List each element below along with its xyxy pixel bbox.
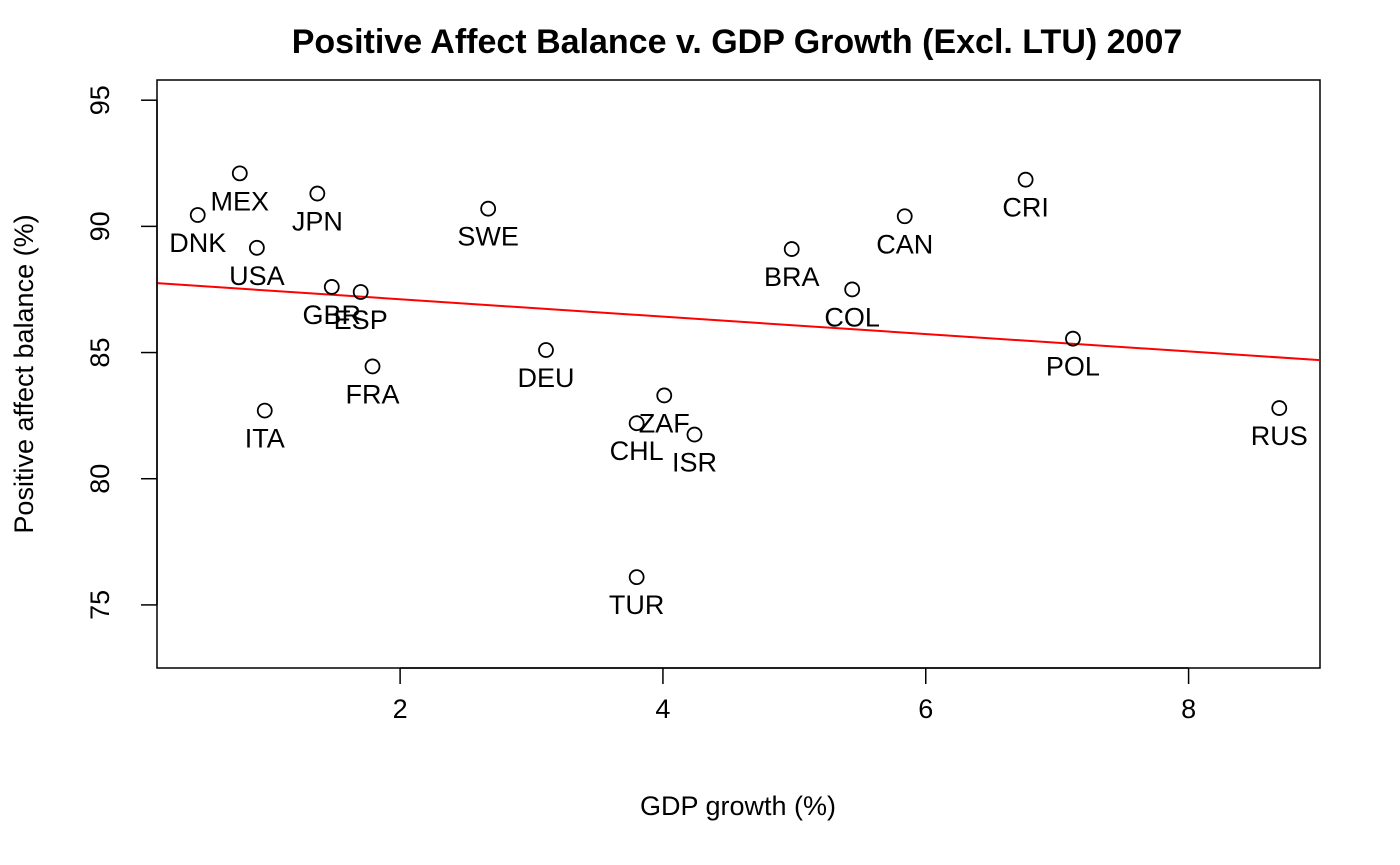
y-tick-label: 85 [85,338,115,368]
point-label: POL [1046,352,1100,382]
data-point [844,281,861,298]
point-label: JPN [292,207,343,237]
point-label: DEU [517,363,574,393]
data-point [628,569,645,586]
point-label: TUR [609,590,665,620]
point-label: SWE [457,222,519,252]
point-label: BRA [764,262,820,292]
point-label: ESP [334,305,388,335]
point-label: USA [229,261,285,291]
x-tick-label: 8 [1181,694,1196,724]
point-label: DNK [169,228,226,258]
point-label: GBR [303,300,362,330]
point-label: CAN [876,229,933,259]
y-tick-label: 75 [85,590,115,620]
data-point [189,207,206,223]
data-point [480,200,497,217]
data-point [323,279,340,295]
data-point [248,239,265,256]
data-point [1017,171,1034,188]
y-axis-label: Positive affect balance (%) [9,214,39,533]
point-label: FRA [346,379,400,409]
y-tick-label: 95 [85,85,115,115]
axes-layer: 2 4 6 8 75 80 85 90 95 [85,85,1196,724]
data-point [256,402,273,419]
data-point [656,387,673,404]
data-point [783,241,800,257]
y-tick-label: 90 [85,211,115,241]
data-point [231,165,248,182]
y-tick-label: 80 [85,464,115,494]
x-tick-label: 4 [655,694,670,724]
trend-line [156,282,1321,362]
x-tick-label: 2 [393,694,408,724]
trend-line-layer [156,282,1321,362]
data-point [1065,330,1081,347]
point-label: MEX [211,186,270,216]
data-point [364,358,381,375]
point-label: ZAF [639,408,690,438]
data-point [896,208,913,225]
x-tick-label: 6 [918,694,933,724]
data-point [628,415,645,432]
chart-title: Positive Affect Balance v. GDP Growth (E… [292,23,1183,61]
data-point [686,426,703,443]
point-label: CHL [610,436,664,466]
point-label: RUS [1251,421,1308,451]
data-point [352,284,369,300]
plot-frame [156,79,1321,669]
data-point [1271,400,1288,416]
data-point [309,185,326,202]
x-axis-label: GDP growth (%) [640,791,836,821]
point-label: COL [824,302,880,332]
point-label: ISR [672,448,717,478]
data-point [538,342,554,358]
point-label: CRI [1002,193,1049,223]
point-label: ITA [245,424,285,454]
